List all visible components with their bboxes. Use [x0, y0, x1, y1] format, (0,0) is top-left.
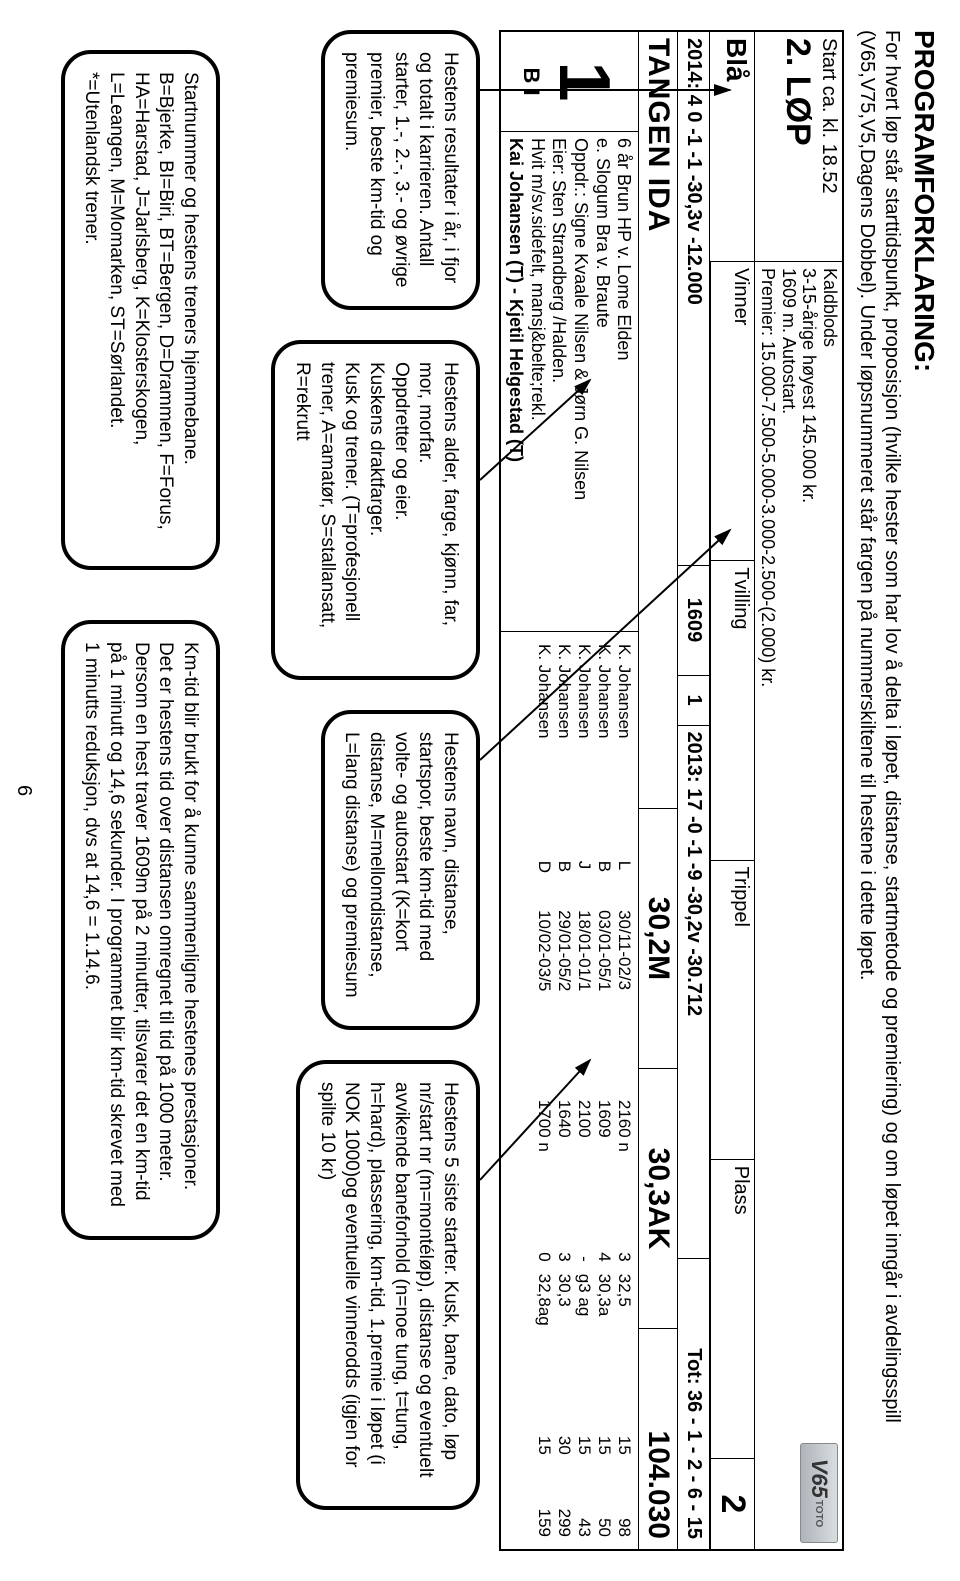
v65-text: V65 — [806, 1459, 832, 1498]
cell-kusk: K. Johansen — [554, 638, 574, 855]
page-number: 6 — [12, 785, 35, 796]
table-row: K. JohansenL30/11-02/32160 n332,51598 — [614, 638, 634, 1543]
header-line1: For hvert løp står starttidspunkt, propo… — [879, 30, 904, 1551]
prop-line: 1609 m. Autostart. — [778, 268, 799, 1543]
cell-pr: 15 — [614, 1398, 634, 1461]
cell-dist: 2100 — [574, 1094, 594, 1224]
cell-trk: L — [614, 855, 634, 904]
cell-dist: 1609 — [594, 1094, 614, 1224]
cell-pl: 0 — [534, 1224, 554, 1268]
cell-pr: 15 — [534, 1398, 554, 1461]
cell-odds: 299 — [554, 1461, 574, 1543]
cell-date: 30/11-02/3 — [614, 904, 634, 1094]
cell-trk: B — [594, 855, 614, 904]
year-2013: 2013: 17 -0 -1 -9 -30,2v -30.712 — [678, 726, 709, 1260]
bet-vinner: Vinner — [711, 262, 754, 561]
cell-odds: 50 — [594, 1461, 614, 1543]
owner: Eier: Sten Strandberg /Halden. — [548, 138, 570, 625]
program-table: V65 TOTO Start ca. kl. 18.52 2. LØP Kaldb… — [499, 30, 844, 1551]
cell-pl: 3 — [614, 1224, 634, 1268]
cell-kusk: K. Johansen — [534, 638, 554, 855]
bet-plass: Plass — [711, 1160, 754, 1459]
pedigree: 6 år Brun HP v. Lome Elden — [613, 138, 635, 625]
tot-line: Tot: 36 - 1 - 2 - 6 - 15 — [678, 1259, 709, 1549]
cell-date: 18/01-01/1 — [574, 904, 594, 1094]
cell-dist: 2160 n — [614, 1094, 634, 1224]
cell-tid: 32,8ag — [534, 1268, 554, 1398]
prop-line: 3-15-årige høyest 145.000 kr. — [799, 268, 820, 1543]
record-1: 30,2M — [639, 809, 677, 1069]
start-number: 1 — [548, 61, 620, 101]
table-row: K. JohansenB29/01-05/21640330,330299 — [554, 638, 574, 1543]
header-block: PROGRAMFORKLARING: For hvert løp står st… — [854, 30, 940, 1551]
table-row: K. JohansenJ18/01-01/12100-g3 ag1543 — [574, 638, 594, 1543]
race-number-badge: 2 — [711, 1459, 754, 1549]
year-2014: 2014: 4 0 -1 -1 -30,3v -12.000 — [678, 32, 709, 566]
cell-date: 10/02-03/5 — [534, 904, 554, 1094]
cell-odds: 159 — [534, 1461, 554, 1543]
cell-odds: 98 — [614, 1461, 634, 1543]
page-title: PROGRAMFORKLARING: — [908, 30, 940, 1551]
cell-pr: 15 — [574, 1398, 594, 1461]
prize-money: 104.030 — [639, 1329, 677, 1549]
cell-pl: 3 — [554, 1224, 574, 1268]
bubble-alder: Hestens alder, farge, kjønn, far, mor, m… — [271, 340, 480, 680]
cell-date: 29/01-05/2 — [554, 904, 574, 1094]
cell-tid: g3 ag — [574, 1268, 594, 1398]
bubble-startnr: Startnummer og hestens treners hjemmeban… — [61, 50, 220, 570]
driver-trainer: Kai Johansen (T) - Kjetil Helgestad (T) — [505, 138, 527, 625]
bet-tvilling: Tvilling — [711, 561, 754, 860]
header-line2: (V65,V75,V5,Dagens Dobbel). Under løpsnu… — [854, 30, 879, 1551]
cell-tid: 30,3a — [594, 1268, 614, 1398]
cell-odds: 43 — [574, 1461, 594, 1543]
record-2: 30,3AK — [639, 1069, 677, 1329]
bubble-resultater: Hestens resultater i år, i fjor og total… — [321, 30, 480, 310]
bet-trippel: Trippel — [711, 861, 754, 1160]
prop-line: Kaldblods — [819, 268, 840, 1543]
cell-pr: 15 — [594, 1398, 614, 1461]
cell-kusk: K. Johansen — [594, 638, 614, 855]
cell-pr: 30 — [554, 1398, 574, 1461]
horse-name: TANGEN IDA — [639, 32, 677, 809]
race-distance: 1609 — [678, 566, 709, 676]
cell-trk: J — [574, 855, 594, 904]
cell-tid: 32,5 — [614, 1268, 634, 1398]
last-starts-table: K. JohansenL30/11-02/32160 n332,51598K. … — [534, 638, 634, 1543]
cell-tid: 30,3 — [554, 1268, 574, 1398]
breeder: Oppdr.: Signe Kvaale Nilsen & Jørn G. Ni… — [569, 138, 591, 625]
table-row: K. JohansenD10/02-03/51700 n032,8ag15159 — [534, 638, 554, 1543]
start-spor: 1 — [678, 676, 709, 726]
bubble-kmtid: Km-tid blir brukt for å kunne sammenlign… — [61, 620, 220, 1240]
prop-line: Premier: 15.000-7.500-5.000-3.000-2.500-… — [757, 268, 778, 1543]
v65-sub: TOTO — [814, 1500, 825, 1527]
bubble-navn: Hestens navn, distanse, startspor, beste… — [321, 710, 480, 1030]
cell-dist: 1700 n — [534, 1094, 554, 1224]
table-row: K. JohansenB03/01-05/11609430,3a1550 — [594, 638, 614, 1543]
color-cell: Blå — [710, 32, 754, 262]
track-code: B I — [518, 67, 544, 95]
cell-kusk: K. Johansen — [614, 638, 634, 855]
colors: Hvit m/sv.sidefelt, mansj&belte;rekl. — [526, 138, 548, 625]
race-label: 2. LØP — [778, 38, 817, 255]
start-time: Start ca. kl. 18.52 — [817, 38, 840, 255]
cell-dist: 1640 — [554, 1094, 574, 1224]
cell-date: 03/01-05/1 — [594, 904, 614, 1094]
mother-line: e. Slogum Bra v. Braute — [591, 138, 613, 625]
bubble-siste: Hestens 5 siste starter. Kusk, bane, dat… — [296, 1060, 480, 1510]
v65-logo: V65 TOTO — [800, 1443, 838, 1543]
cell-trk: B — [554, 855, 574, 904]
cell-pl: 4 — [594, 1224, 614, 1268]
cell-trk: D — [534, 855, 554, 904]
cell-pl: - — [574, 1224, 594, 1268]
cell-kusk: K. Johansen — [574, 638, 594, 855]
